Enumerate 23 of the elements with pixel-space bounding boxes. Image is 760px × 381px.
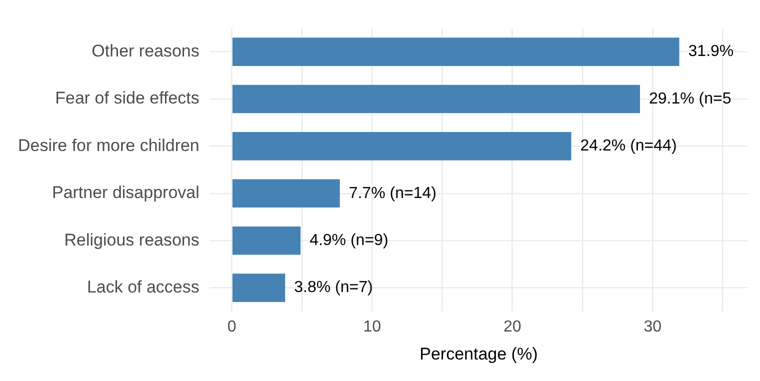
bar	[232, 38, 680, 66]
y-tick-label: Partner disapproval	[52, 183, 200, 202]
bar	[232, 84, 640, 114]
bar	[232, 226, 301, 255]
data-label: 31.9%	[688, 43, 734, 60]
data-label: 24.2% (n=44)	[580, 138, 677, 155]
y-tick-label: Fear of side effects	[55, 88, 200, 108]
bar	[232, 274, 286, 302]
bar	[232, 132, 572, 160]
y-tick-label: Religious reasons	[64, 230, 200, 250]
data-label: 4.9% (n=9)	[310, 232, 388, 250]
x-tick-label: 0	[227, 318, 236, 336]
data-label: 3.8% (n=7)	[294, 279, 373, 296]
y-tick-label: Other reasons	[92, 41, 200, 60]
bar	[232, 179, 340, 208]
x-axis-title: Percentage (%)	[420, 344, 538, 364]
data-label: 29.1% (n=5	[649, 90, 732, 108]
x-tick-label: 30	[644, 318, 662, 336]
x-tick-label: 20	[503, 318, 522, 336]
y-tick-label: Lack of access	[86, 277, 200, 296]
x-tick-label: 10	[363, 318, 382, 336]
data-label: 7.7% (n=14)	[348, 184, 436, 202]
y-tick-label: Desire for more children	[18, 136, 200, 155]
